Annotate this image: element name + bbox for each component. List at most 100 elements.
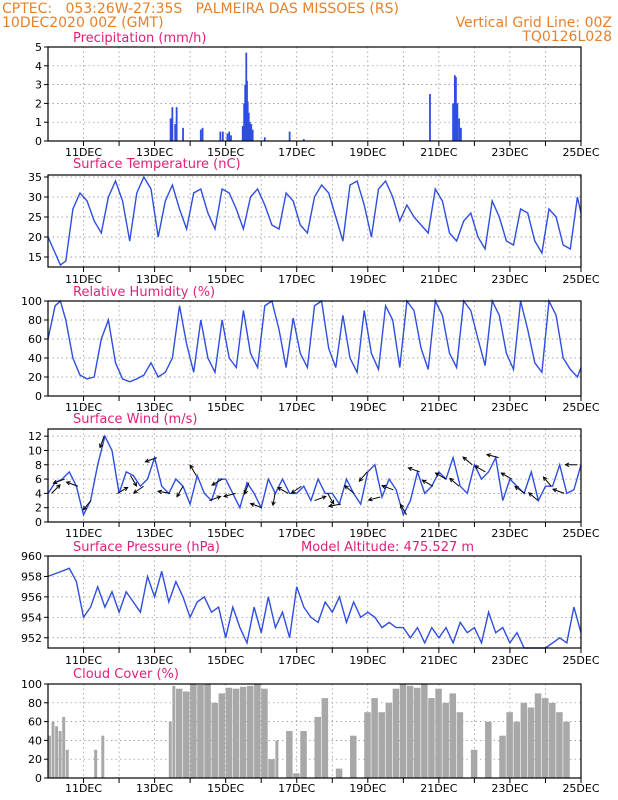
x-tick-label: 17DEC <box>278 782 315 795</box>
precip-bar <box>429 94 431 141</box>
wind-arrow-head <box>421 479 427 484</box>
wind-arrow <box>117 486 128 494</box>
precip-bar <box>453 75 456 141</box>
cloud-bar <box>549 702 556 778</box>
x-tick-label: 23DEC <box>491 273 528 286</box>
cloud-bar <box>435 688 442 778</box>
wind-arrow-head <box>399 503 405 509</box>
wind-arrow-head <box>500 472 506 477</box>
wind-arrow <box>528 492 539 501</box>
wind-arrow-head <box>564 462 570 468</box>
wind-arrow <box>157 490 170 494</box>
wind-arrow <box>435 472 447 480</box>
cloud-bar <box>364 712 371 778</box>
precip-bar <box>201 127 204 141</box>
cloud-bar <box>534 693 542 778</box>
panel-5: 952 954 956 958 960 11DEC 13DEC 15DEC 17DEC 19DEC… <box>21 540 600 667</box>
y-tick-label: 40 <box>28 734 42 747</box>
cloud-bar <box>556 712 563 778</box>
y-tick-label: 35 <box>28 171 42 184</box>
x-tick-label: 17DEC <box>278 654 315 667</box>
precip-bar <box>182 127 184 141</box>
x-tick-label: 21DEC <box>420 401 457 414</box>
wind-arrow <box>145 457 157 463</box>
x-tick-label: 25DEC <box>562 401 599 414</box>
wind-arrow-head <box>144 458 150 463</box>
cloud-bar <box>513 721 520 778</box>
cloud-bar <box>197 684 204 778</box>
precip-bar <box>169 118 172 141</box>
cloud-bar <box>470 749 478 778</box>
cloud-bar <box>183 691 190 778</box>
x-tick-label: 21DEC <box>420 273 457 286</box>
cloud-bar <box>456 712 464 778</box>
wind-arrow-head <box>343 484 349 490</box>
y-tick-label: 60 <box>28 333 42 346</box>
precip-bar <box>458 118 461 141</box>
y-tick-label: 0 <box>35 772 42 785</box>
wind-arrow-head <box>367 497 373 502</box>
x-tick-label: 21DEC <box>420 146 457 159</box>
wind-arrow <box>358 471 368 482</box>
wind-arrow <box>291 485 302 494</box>
series-line <box>47 434 582 517</box>
cloud-bar <box>239 686 247 778</box>
panel-title: Surface Pressure (hPa) <box>73 540 220 555</box>
cloud-bar <box>392 688 400 778</box>
cloud-bar <box>406 685 414 778</box>
x-tick-label: 11DEC <box>65 146 102 159</box>
precip-bar <box>199 129 202 141</box>
wind-arrow <box>344 485 355 494</box>
y-tick-label: 60 <box>28 716 42 729</box>
wind-arrow-head <box>132 489 138 494</box>
wind-arrow <box>66 481 79 487</box>
cloud-bar <box>371 698 378 778</box>
wind-arrow <box>189 464 197 476</box>
wind-arrow-head <box>176 492 181 498</box>
panel-title: Relative Humidity (%) <box>73 285 215 300</box>
cloud-bar <box>246 685 254 778</box>
precip-bar <box>175 107 178 141</box>
precip-bar <box>247 112 250 141</box>
y-tick-label: 0 <box>35 516 42 529</box>
wind-arrow <box>53 478 65 484</box>
precip-bar <box>302 139 305 141</box>
wind-arrow-head <box>327 503 333 508</box>
y-tick-label: 12 <box>28 430 42 443</box>
panel-frame <box>47 555 582 649</box>
cloud-bar <box>563 721 570 778</box>
cloud-bar <box>499 735 506 778</box>
wind-arrow-head <box>243 489 248 495</box>
wind-arrow <box>462 456 473 466</box>
cloud-bar <box>385 702 393 778</box>
x-tick-label: 17DEC <box>278 401 315 414</box>
x-tick-label: 13DEC <box>136 527 173 540</box>
header-line1: CPTEC: 053:26W-27:35S PALMEIRA DAS MISSO… <box>2 1 399 17</box>
x-tick-label: 15DEC <box>207 401 244 414</box>
wind-arrow-head <box>434 472 440 477</box>
cloud-bar <box>527 707 535 778</box>
cloud-bar <box>65 749 69 778</box>
wind-arrow-head <box>276 486 282 492</box>
x-tick-label: 19DEC <box>349 401 386 414</box>
wind-arrow <box>400 504 407 516</box>
x-tick-label: 25DEC <box>562 146 599 159</box>
y-tick-label: 6 <box>35 473 42 486</box>
y-tick-label: 960 <box>21 550 42 563</box>
wind-arrow-head <box>52 479 58 485</box>
cloud-bar <box>211 702 218 778</box>
y-tick-label: 8 <box>35 459 42 472</box>
y-tick-label: 30 <box>28 191 42 204</box>
series-line <box>47 175 582 267</box>
x-tick-label: 15DEC <box>207 273 244 286</box>
cloud-bar <box>268 759 275 778</box>
x-tick-label: 23DEC <box>491 654 528 667</box>
cloud-bar <box>190 684 197 778</box>
cloud-bar <box>293 773 300 778</box>
x-tick-label: 11DEC <box>65 401 102 414</box>
precip-bar <box>174 124 177 141</box>
x-tick-label: 17DEC <box>278 527 315 540</box>
cloud-bar <box>335 768 343 778</box>
